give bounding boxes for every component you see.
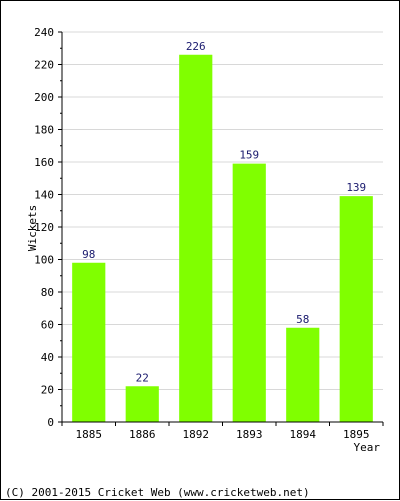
y-tick-label-0: 0 (47, 416, 54, 429)
bar-1893 (232, 163, 266, 422)
data-label-1894: 58 (296, 313, 309, 326)
x-tick-label-1886: 1886 (129, 428, 156, 441)
grid-lines (62, 31, 383, 390)
y-tick-label-2: 40 (41, 351, 54, 364)
axes-group (58, 31, 384, 426)
bar-1885 (72, 262, 106, 422)
y-tick-label-1: 20 (41, 384, 54, 397)
copyright-text: (C) 2001-2015 Cricket Web (www.cricketwe… (5, 486, 310, 499)
x-axis-label: Year (354, 441, 381, 454)
bars-group (72, 54, 373, 422)
y-tick-label-4: 80 (41, 286, 54, 299)
labels-group: 0 20 40 60 80 100 120 140 160 180 200 220 240 98 1885 2… (34, 26, 369, 441)
y-tick-label-9: 180 (34, 124, 54, 137)
bar-1895 (339, 196, 373, 422)
data-label-1895: 139 (346, 181, 366, 194)
y-axis-label: Wickets (26, 205, 39, 251)
data-label-1892: 226 (186, 40, 206, 53)
y-tick-label-11: 220 (34, 59, 54, 72)
y-tick-label-5: 100 (34, 254, 54, 267)
x-tick-label-1893: 1893 (236, 428, 263, 441)
bar-1886 (125, 386, 159, 422)
x-tick-label-1894: 1894 (290, 428, 317, 441)
x-tick-label-1895: 1895 (343, 428, 370, 441)
y-tick-label-12: 240 (34, 26, 54, 39)
y-tick-label-6: 120 (34, 221, 54, 234)
y-tick-label-8: 160 (34, 156, 54, 169)
x-tick-label-1885: 1885 (76, 428, 103, 441)
data-label-1893: 159 (239, 149, 259, 162)
data-label-1886: 22 (136, 371, 149, 384)
bar-1892 (179, 54, 213, 422)
y-tick-label-7: 140 (34, 189, 54, 202)
x-tick-label-1892: 1892 (183, 428, 210, 441)
data-label-1885: 98 (82, 248, 95, 261)
y-tick-label-3: 60 (41, 319, 54, 332)
y-tick-label-10: 200 (34, 91, 54, 104)
bar-1894 (286, 327, 320, 422)
